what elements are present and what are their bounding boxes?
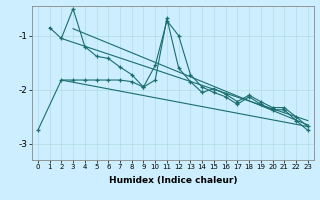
X-axis label: Humidex (Indice chaleur): Humidex (Indice chaleur) <box>108 176 237 185</box>
